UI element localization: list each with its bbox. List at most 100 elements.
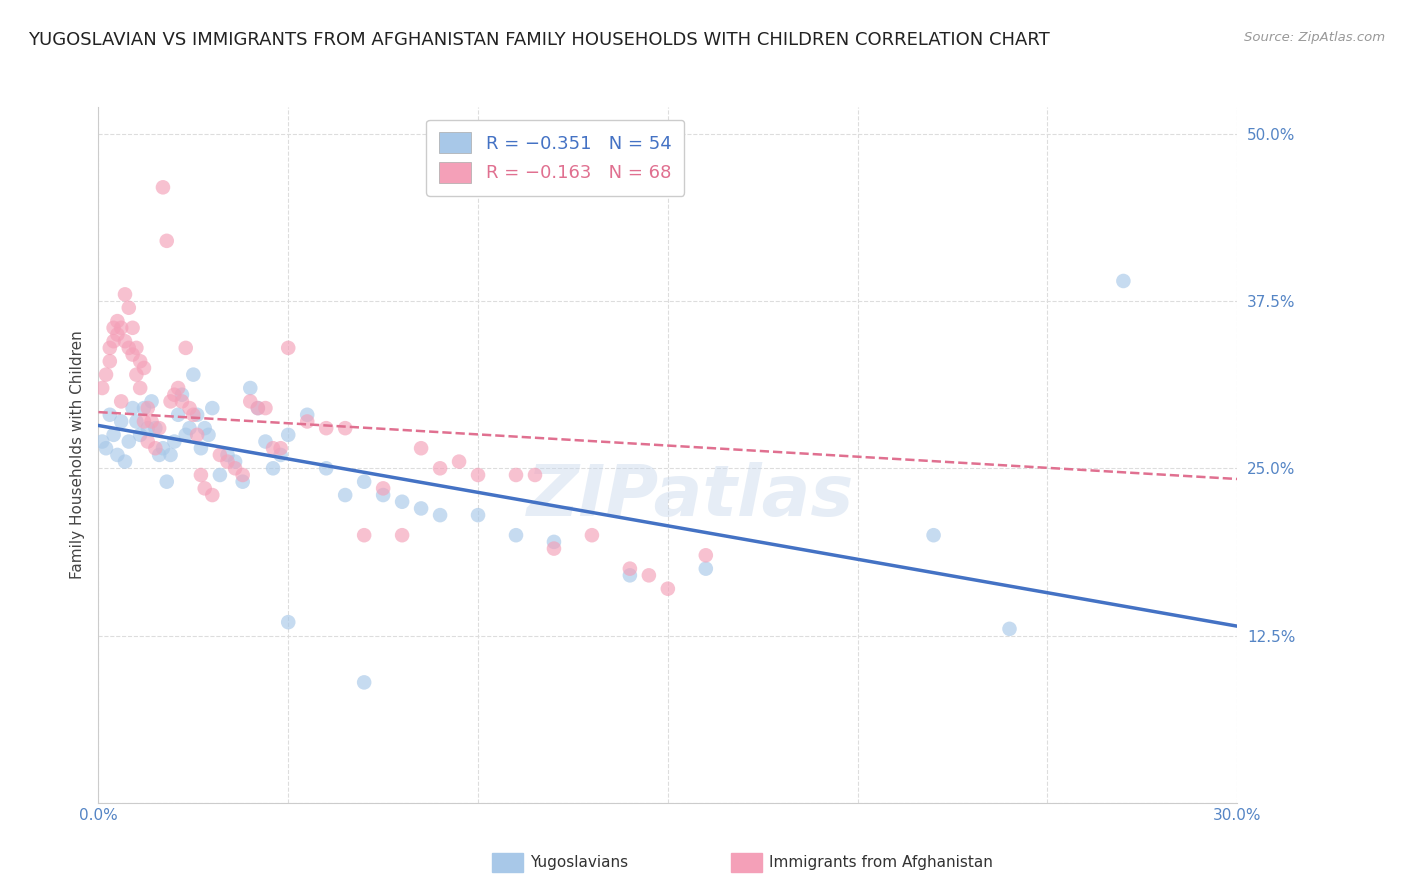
- Point: [118, 434, 141, 449]
- Point: [94, 368, 117, 382]
- Point: [277, 615, 299, 630]
- Point: [103, 321, 125, 335]
- Point: [297, 414, 319, 429]
- Point: [449, 455, 471, 469]
- Point: [524, 467, 547, 482]
- Point: [429, 508, 451, 523]
- Point: [232, 475, 254, 489]
- Point: [145, 421, 167, 435]
- Point: [695, 562, 717, 576]
- Point: [638, 568, 661, 582]
- Point: [103, 334, 125, 349]
- Point: [179, 401, 201, 416]
- Point: [262, 442, 284, 455]
- Point: [179, 421, 201, 435]
- Point: [174, 341, 197, 355]
- Text: YUGOSLAVIAN VS IMMIGRANTS FROM AFGHANISTAN FAMILY HOUSEHOLDS WITH CHILDREN CORRE: YUGOSLAVIAN VS IMMIGRANTS FROM AFGHANIST…: [28, 31, 1050, 49]
- Point: [136, 434, 159, 449]
- Point: [197, 427, 219, 442]
- Point: [186, 427, 208, 442]
- Point: [315, 461, 337, 475]
- Point: [148, 421, 170, 435]
- Point: [201, 401, 224, 416]
- Point: [152, 180, 174, 194]
- Point: [1112, 274, 1135, 288]
- Point: [505, 467, 527, 482]
- Point: [217, 448, 239, 462]
- Point: [174, 427, 197, 442]
- Point: [429, 461, 451, 475]
- Point: [132, 361, 155, 376]
- Point: [98, 341, 121, 355]
- Point: [136, 421, 159, 435]
- Point: [107, 327, 129, 342]
- Point: [110, 321, 132, 335]
- Point: [224, 461, 246, 475]
- Point: [170, 387, 193, 401]
- Point: [136, 401, 159, 416]
- Point: [353, 475, 375, 489]
- Point: [201, 488, 224, 502]
- Point: [194, 421, 217, 435]
- Point: [922, 528, 945, 542]
- Point: [114, 455, 136, 469]
- Point: [156, 475, 179, 489]
- Point: [148, 448, 170, 462]
- Point: [159, 394, 181, 409]
- Point: [262, 461, 284, 475]
- Text: Source: ZipAtlas.com: Source: ZipAtlas.com: [1244, 31, 1385, 45]
- Point: [91, 381, 114, 395]
- Point: [163, 434, 186, 449]
- Point: [118, 341, 141, 355]
- Point: [371, 482, 394, 496]
- Text: ZIPatlas: ZIPatlas: [527, 462, 855, 531]
- Point: [125, 414, 148, 429]
- Point: [232, 467, 254, 482]
- Point: [167, 381, 190, 395]
- Point: [217, 455, 239, 469]
- Point: [270, 448, 292, 462]
- Point: [208, 467, 231, 482]
- Point: [186, 408, 208, 422]
- Point: [98, 408, 121, 422]
- Point: [353, 528, 375, 542]
- Point: [132, 401, 155, 416]
- Point: [335, 421, 357, 435]
- Point: [505, 528, 527, 542]
- Point: [208, 448, 231, 462]
- Point: [371, 488, 394, 502]
- Point: [335, 488, 357, 502]
- Point: [277, 341, 299, 355]
- Point: [170, 394, 193, 409]
- Point: [277, 427, 299, 442]
- Point: [107, 448, 129, 462]
- Point: [619, 562, 641, 576]
- Point: [103, 427, 125, 442]
- Point: [619, 568, 641, 582]
- Point: [159, 448, 181, 462]
- Point: [254, 434, 277, 449]
- Point: [107, 314, 129, 328]
- Point: [129, 381, 152, 395]
- Point: [411, 442, 433, 455]
- Point: [224, 455, 246, 469]
- Point: [297, 408, 319, 422]
- Point: [94, 442, 117, 455]
- Point: [167, 408, 190, 422]
- Text: Immigrants from Afghanistan: Immigrants from Afghanistan: [769, 855, 993, 870]
- Point: [114, 334, 136, 349]
- Point: [129, 427, 152, 442]
- Point: [411, 501, 433, 516]
- Point: [114, 287, 136, 301]
- Point: [118, 301, 141, 315]
- Point: [121, 348, 143, 362]
- Legend: R = −0.351   N = 54, R = −0.163   N = 68: R = −0.351 N = 54, R = −0.163 N = 68: [426, 120, 685, 195]
- Point: [246, 401, 269, 416]
- Point: [467, 467, 489, 482]
- Point: [145, 442, 167, 455]
- Point: [353, 675, 375, 690]
- Point: [998, 622, 1021, 636]
- Point: [141, 394, 163, 409]
- Point: [467, 508, 489, 523]
- Point: [125, 341, 148, 355]
